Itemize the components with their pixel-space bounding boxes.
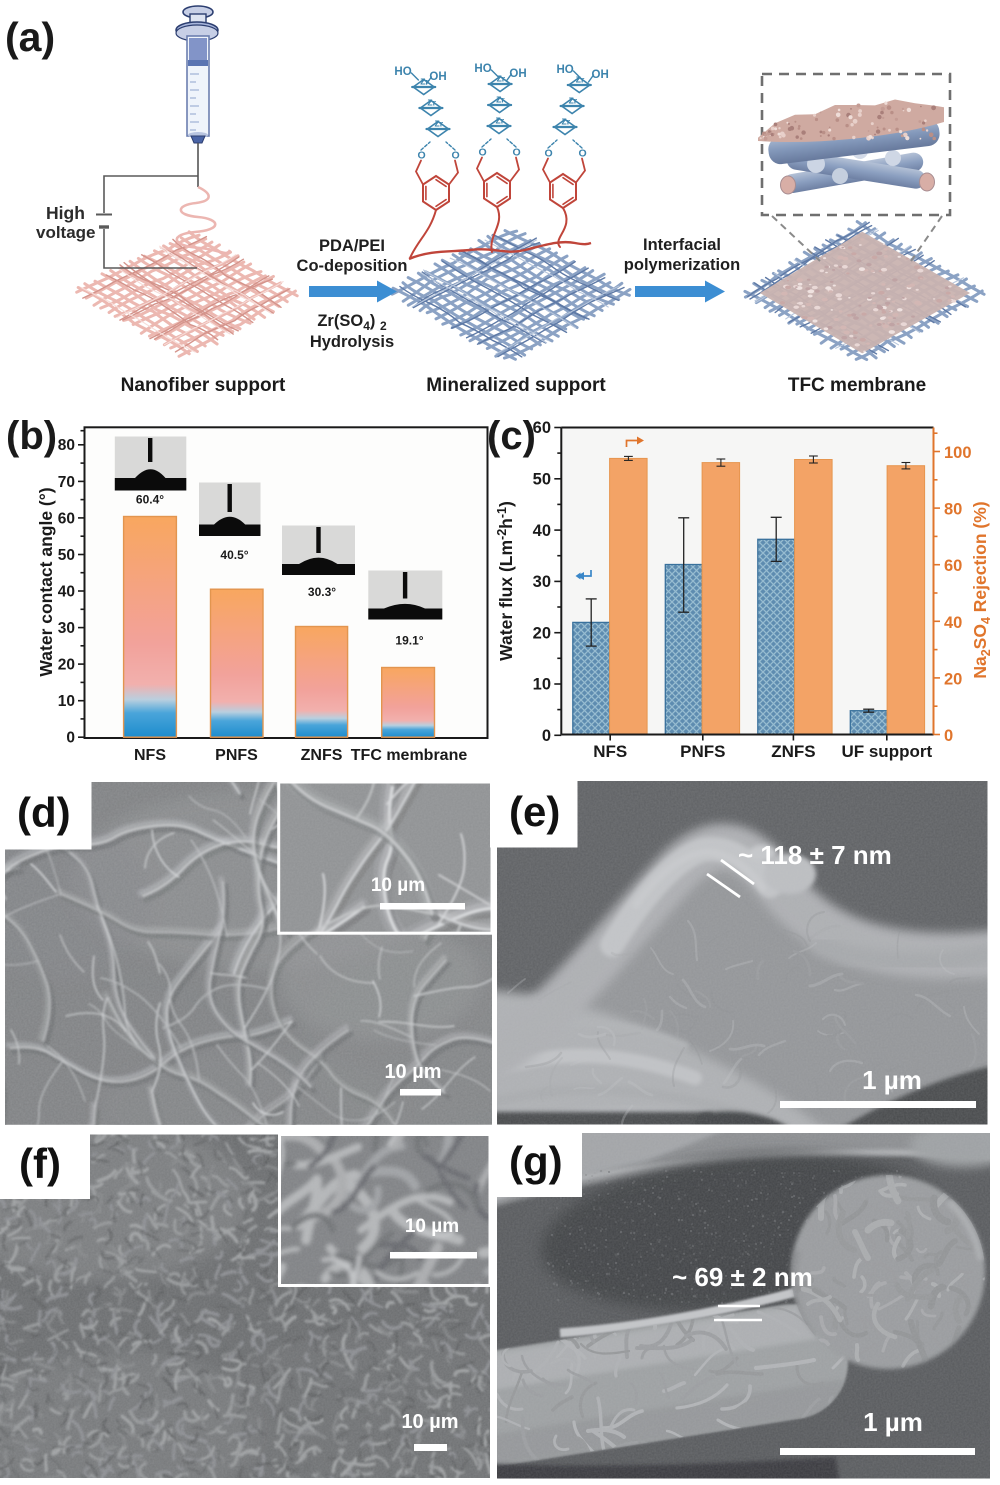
svg-text:30.3°: 30.3°	[308, 585, 336, 599]
svg-text:10: 10	[58, 693, 75, 710]
svg-text:Zr: Zr	[435, 119, 444, 129]
svg-text:PDA/PEI: PDA/PEI	[319, 237, 385, 255]
svg-text:Zr(SO4) 2: Zr(SO4) 2	[317, 312, 387, 333]
svg-text:O: O	[579, 148, 587, 160]
svg-text:O: O	[418, 150, 426, 162]
svg-text:Na2SO4 Rejection (%): Na2SO4 Rejection (%)	[970, 501, 993, 678]
svg-text:50: 50	[533, 471, 551, 489]
svg-text:60: 60	[58, 510, 75, 527]
svg-text:O: O	[479, 147, 487, 159]
svg-text:(b): (b)	[6, 414, 57, 458]
svg-text:NFS: NFS	[593, 742, 627, 761]
svg-text:HO: HO	[474, 63, 491, 75]
svg-text:O: O	[545, 148, 553, 160]
svg-text:PNFS: PNFS	[680, 742, 725, 761]
svg-text:Co-deposition: Co-deposition	[297, 257, 408, 275]
svg-text:OH: OH	[429, 71, 446, 83]
svg-text:1 µm: 1 µm	[863, 1407, 923, 1437]
svg-text:Zr: Zr	[562, 117, 571, 127]
svg-text:10 µm: 10 µm	[371, 875, 425, 896]
svg-text:100: 100	[944, 444, 972, 462]
svg-text:20: 20	[944, 670, 962, 688]
svg-text:40: 40	[58, 583, 75, 600]
svg-text:10: 10	[533, 676, 551, 694]
svg-text:Water flux (Lm-2h-1): Water flux (Lm-2h-1)	[495, 501, 516, 661]
svg-text:PNFS: PNFS	[215, 747, 258, 764]
svg-text:Zr: Zr	[420, 77, 429, 87]
svg-text:HO: HO	[394, 66, 411, 78]
svg-text:OH: OH	[592, 69, 609, 81]
svg-text:30: 30	[533, 573, 551, 591]
svg-text:UF support: UF support	[841, 742, 932, 761]
svg-text:TFC membrane: TFC membrane	[788, 375, 926, 396]
svg-text:Zr: Zr	[569, 96, 578, 106]
svg-text:80: 80	[944, 501, 962, 519]
svg-text:50: 50	[58, 547, 75, 564]
svg-text:20: 20	[58, 657, 75, 674]
svg-text:Zr: Zr	[576, 75, 585, 85]
svg-text:Zr: Zr	[427, 98, 436, 108]
svg-text:voltage: voltage	[36, 223, 96, 242]
svg-text:10 µm: 10 µm	[405, 1216, 459, 1237]
svg-text:~ 69 ± 2 nm: ~ 69 ± 2 nm	[672, 1262, 813, 1292]
svg-text:10 µm: 10 µm	[384, 1061, 441, 1083]
svg-text:O: O	[513, 147, 521, 159]
svg-text:NFS: NFS	[134, 747, 166, 764]
svg-text:40: 40	[944, 614, 962, 632]
svg-text:60: 60	[944, 557, 962, 575]
svg-text:HO: HO	[557, 64, 574, 76]
svg-text:0: 0	[66, 730, 75, 747]
svg-text:ZNFS: ZNFS	[301, 747, 343, 764]
svg-text:40.5°: 40.5°	[220, 548, 248, 562]
svg-text:Mineralized support: Mineralized support	[426, 375, 606, 396]
svg-text:(d): (d)	[17, 789, 71, 836]
svg-text:(c): (c)	[487, 414, 536, 458]
svg-text:Hydrolysis: Hydrolysis	[310, 333, 394, 351]
svg-text:80: 80	[58, 437, 75, 454]
svg-text:60.4°: 60.4°	[136, 493, 164, 507]
svg-text:20: 20	[533, 624, 551, 642]
svg-text:Nanofiber support: Nanofiber support	[121, 375, 286, 396]
svg-text:0: 0	[944, 727, 953, 745]
svg-text:Zr: Zr	[496, 95, 505, 105]
svg-text:(g): (g)	[509, 1138, 563, 1185]
svg-text:Interfacial: Interfacial	[643, 236, 721, 254]
svg-text:Zr: Zr	[496, 116, 505, 126]
svg-text:O: O	[452, 150, 460, 162]
svg-text:High: High	[46, 203, 85, 223]
svg-text:40: 40	[533, 522, 551, 540]
svg-text:1 µm: 1 µm	[862, 1065, 922, 1095]
svg-text:(f): (f)	[19, 1140, 61, 1187]
svg-text:19.1°: 19.1°	[395, 634, 423, 648]
svg-text:60: 60	[533, 419, 551, 437]
svg-text:Water contact angle (°): Water contact angle (°)	[36, 487, 56, 676]
svg-text:Zr: Zr	[497, 74, 506, 84]
svg-text:~ 118 ± 7 nm: ~ 118 ± 7 nm	[738, 840, 892, 870]
svg-text:10 µm: 10 µm	[401, 1411, 458, 1433]
svg-text:(a): (a)	[5, 14, 55, 60]
svg-text:30: 30	[58, 620, 75, 637]
svg-text:(e): (e)	[509, 788, 560, 835]
svg-text:ZNFS: ZNFS	[771, 742, 815, 761]
svg-text:OH: OH	[509, 68, 526, 80]
svg-text:TFC membrane: TFC membrane	[351, 747, 468, 764]
svg-text:polymerization: polymerization	[624, 256, 740, 274]
svg-text:70: 70	[58, 474, 75, 491]
svg-text:0: 0	[542, 727, 551, 745]
